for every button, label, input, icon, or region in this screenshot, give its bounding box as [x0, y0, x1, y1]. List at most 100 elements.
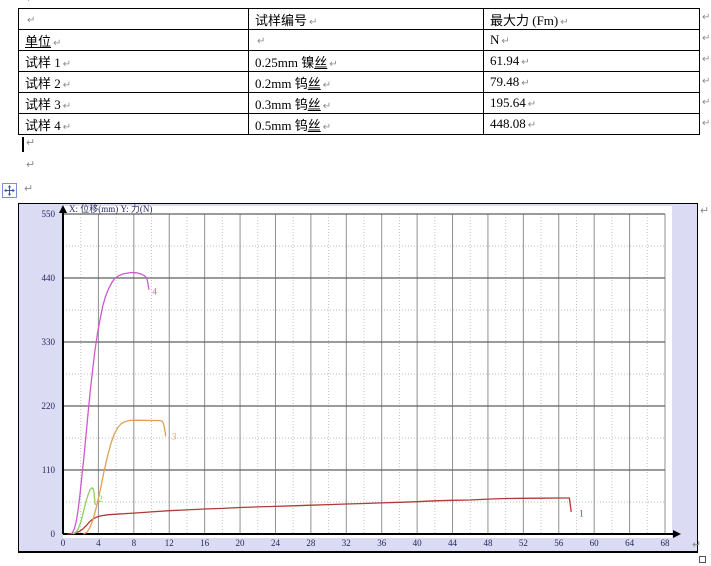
y-tick-label: 330	[42, 337, 56, 347]
x-tick-label: 20	[236, 538, 246, 548]
table-cell[interactable]: ↵	[18, 8, 249, 30]
cell-text: 0.2mm 钨	[255, 75, 308, 91]
x-tick-label: 48	[483, 538, 493, 548]
x-tick-label: 0	[61, 538, 66, 548]
pilcrow-mark: ↵	[24, 183, 34, 195]
table-cell[interactable]: 单位 ↵	[18, 29, 249, 51]
force-displacement-chart[interactable]: X: 位移(mm) Y: 力(N) 0 110 220 330 440 550 0 4 8 12 16…	[18, 203, 698, 553]
table-row: 试样 4 ↵ 0.5mm 钨丝 ↵ 448.08 ↵	[18, 113, 700, 135]
table-cell[interactable]: 448.08 ↵	[483, 113, 700, 135]
series-3-line	[83, 419, 167, 535]
cell-end-mark: ↵	[62, 58, 72, 70]
table-cell[interactable]: 试样编号 ↵	[248, 8, 484, 30]
x-tick-label: 32	[342, 538, 351, 548]
x-tick-label: 16	[200, 538, 210, 548]
table-body: ↵ 试样编号 ↵ 最大力 (Fm) ↵ 单位 ↵ ↵ N ↵ 试样 1 ↵ 0.25mm 镍丝 ↵ 61.9…	[18, 8, 700, 135]
cell-end-mark: ↵	[322, 79, 332, 91]
cell-text-underlined: 单位	[25, 33, 52, 49]
cell-text: 最大力 (Fm)	[490, 12, 559, 28]
cell-end-mark: ↵	[62, 100, 72, 112]
table-row: 试样 3 ↵ 0.3mm 钨丝 ↵ 195.64 ↵	[18, 92, 700, 114]
row-end-mark: ↵	[702, 33, 711, 45]
cell-text-underlined: 丝	[307, 117, 321, 133]
row-end-mark: ↵	[702, 12, 711, 23]
row-end-mark: ↵	[702, 118, 711, 129]
row-end-mark: ↵	[702, 96, 711, 108]
plot-area	[63, 206, 672, 538]
table-cell[interactable]: ↵	[248, 29, 484, 51]
cell-text: N	[490, 32, 500, 47]
object-resize-handle[interactable]	[699, 556, 706, 563]
cell-text: 0.3mm 钨	[255, 96, 308, 112]
pilcrow-mark: ↵	[692, 539, 702, 551]
results-table: ↵ 试样编号 ↵ 最大力 (Fm) ↵ 单位 ↵ ↵ N ↵ 试样 1 ↵ 0.25mm 镍丝 ↵ 61.9…	[18, 8, 700, 135]
x-tick-label: 64	[625, 538, 635, 548]
x-tick-label: 52	[519, 538, 528, 548]
y-tick-label: 440	[42, 273, 56, 283]
cell-text: 试样编号	[255, 12, 308, 28]
series-2-line	[72, 487, 96, 535]
series-4-label: 4	[152, 286, 157, 296]
cell-end-mark: ↵	[27, 15, 36, 26]
cell-end-mark: ↵	[53, 37, 62, 49]
table-row: 试样 1 ↵ 0.25mm 镍丝 ↵ 61.94 ↵	[18, 50, 700, 72]
table-cell[interactable]: 最大力 (Fm) ↵	[483, 8, 700, 30]
table-row: 试样 2 ↵ 0.2mm 钨丝 ↵ 79.48 ↵	[18, 71, 700, 93]
table-cell[interactable]: 0.25mm 镍丝 ↵	[248, 50, 484, 72]
y-axis-arrow	[59, 205, 67, 213]
x-tick-label: 4	[96, 538, 101, 548]
table-row: 单位 ↵ ↵ N ↵	[18, 29, 700, 51]
cell-end-mark: ↵	[521, 78, 530, 89]
series-1-line	[67, 497, 572, 535]
cell-end-mark: ↵	[62, 121, 72, 133]
cell-text: 试样 2	[25, 75, 61, 91]
cell-end-mark: ↵	[309, 16, 318, 28]
table-cell[interactable]: 试样 2 ↵	[18, 71, 249, 93]
x-tick-label: 56	[554, 538, 564, 548]
cell-text: 195.64	[490, 95, 526, 110]
row-end-mark: ↵	[702, 54, 711, 66]
x-tick-label: 36	[377, 538, 387, 548]
table-cell[interactable]: N ↵	[483, 29, 700, 51]
pilcrow-mark: ↵	[700, 205, 710, 217]
cell-end-mark: ↵	[527, 99, 537, 110]
cell-text-underlined: 丝	[307, 96, 321, 112]
cell-text: 79.48	[490, 74, 520, 89]
table-cell[interactable]: 61.94 ↵	[483, 50, 700, 72]
table-row: ↵ 试样编号 ↵ 最大力 (Fm) ↵	[18, 8, 700, 30]
x-tick-label: 12	[165, 538, 174, 548]
cell-end-mark: ↵	[521, 57, 530, 68]
table-cell[interactable]: 试样 4 ↵	[18, 113, 249, 135]
table-cell[interactable]: 195.64 ↵	[483, 92, 700, 114]
table-cell[interactable]: 试样 3 ↵	[18, 92, 249, 114]
text-cursor	[22, 137, 24, 152]
row-end-mark: ↵	[702, 75, 711, 87]
table-cell[interactable]: 试样 1 ↵	[18, 50, 249, 72]
cell-end-mark: ↵	[527, 120, 537, 131]
x-tick-label: 40	[413, 538, 423, 548]
cell-text-underlined: 丝	[314, 54, 328, 70]
table-cell[interactable]: 0.3mm 钨丝 ↵	[248, 92, 484, 114]
y-tick-label: 0	[51, 529, 56, 539]
table-cell[interactable]: 0.2mm 钨丝 ↵	[248, 71, 484, 93]
table-cell[interactable]: 79.48 ↵	[483, 71, 700, 93]
cell-end-mark: ↵	[560, 16, 569, 28]
table-cell[interactable]: 0.5mm 钨丝 ↵	[248, 113, 484, 135]
cell-end-mark: ↵	[62, 79, 72, 91]
cell-end-mark: ↵	[322, 100, 332, 112]
y-tick-label: 550	[42, 209, 56, 219]
x-tick-label: 44	[448, 538, 458, 548]
cell-text: 试样 1	[25, 54, 61, 70]
cell-text-underlined: 丝	[307, 75, 321, 91]
pilcrow-mark: ↵	[26, 159, 36, 171]
x-axis-arrow	[673, 530, 681, 538]
series-3-label: 3	[172, 432, 177, 442]
object-move-handle[interactable]	[2, 183, 17, 198]
pilcrow-mark: ↵	[26, 0, 35, 5]
series-2-label: 2	[98, 494, 103, 504]
cell-text: 试样 4	[25, 117, 61, 133]
cell-end-mark: ↵	[329, 58, 338, 70]
series-4-line	[70, 271, 150, 535]
x-tick-label: 60	[590, 538, 600, 548]
